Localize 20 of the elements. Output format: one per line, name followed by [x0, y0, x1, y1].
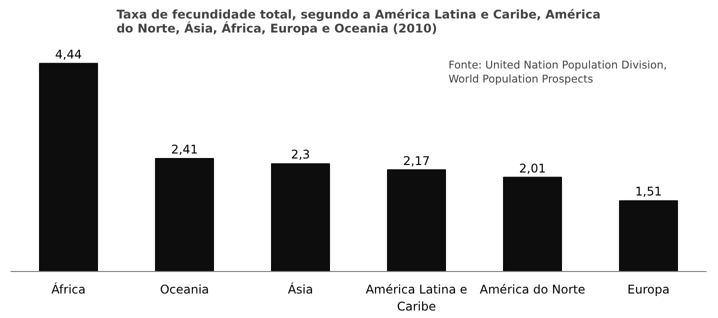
chart-title: Taxa de fecundidade total, segundo a América Latina e Caribe, América do Norte, Ásia, África, Europa e Oceania (2010) [116, 8, 601, 36]
x-tick-label: África [51, 282, 86, 296]
x-tick-label: Ásia [288, 282, 314, 296]
bar [619, 200, 678, 272]
bar [271, 163, 330, 272]
x-tick-label: América do Norte [480, 282, 586, 296]
bar [503, 176, 562, 272]
x-tick-label: América Latina e Caribe [366, 282, 468, 314]
data-label: 2,17 [403, 154, 430, 168]
data-label: 1,51 [635, 184, 662, 199]
x-tick-label: Europa [627, 282, 670, 296]
bar [387, 169, 446, 272]
bar [39, 62, 98, 272]
annotation: Fonte: United Nation Population Division, World Population Prospects [448, 58, 667, 86]
bar [155, 158, 214, 272]
data-label: 2,3 [290, 148, 310, 162]
x-tick-label: Oceania [160, 282, 210, 296]
data-label: 2,41 [171, 142, 198, 157]
data-label: 4,44 [55, 47, 82, 62]
data-label: 2,01 [519, 161, 546, 176]
